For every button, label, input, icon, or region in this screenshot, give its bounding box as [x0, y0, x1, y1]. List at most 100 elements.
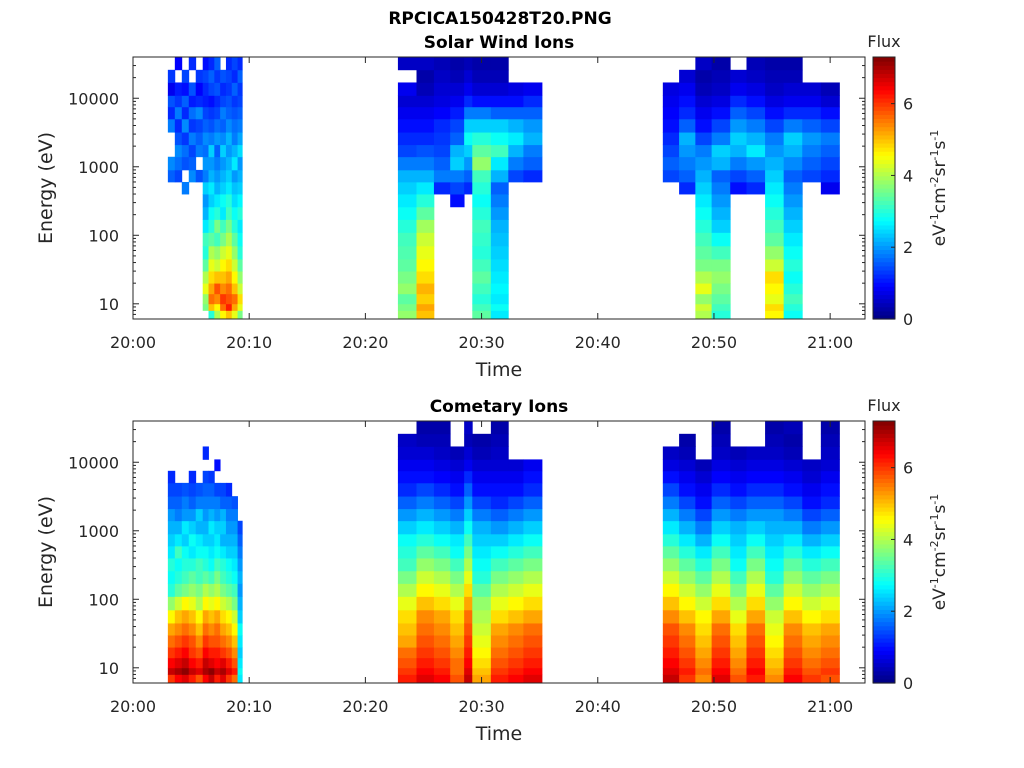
heatmap-cell [231, 232, 238, 247]
heatmap-cell [450, 570, 465, 584]
heatmap-cell [711, 57, 731, 71]
heatmap-cell [167, 69, 176, 83]
heatmap-cell [450, 169, 465, 183]
heatmap-cell [433, 583, 451, 597]
heatmap-cell [679, 95, 696, 108]
colorbar-swatch [873, 302, 895, 308]
heatmap-cell [765, 635, 785, 648]
colorbar-swatch [873, 547, 895, 553]
heatmap-cell [397, 194, 417, 208]
colorbar-swatch [873, 151, 895, 156]
heatmap-cell [695, 303, 713, 311]
heatmap-cell [746, 533, 766, 547]
heatmap-cell [214, 132, 221, 146]
heatmap-cell [472, 647, 492, 659]
colorbar-swatch [873, 224, 895, 230]
heatmap-cell [711, 533, 731, 547]
colorbar-swatch [873, 486, 895, 492]
heatmap-cell [181, 508, 190, 522]
heatmap-cell [231, 609, 238, 624]
heatmap-cell [450, 667, 465, 675]
heatmap-cell [679, 118, 696, 133]
heatmap-cell [208, 232, 215, 247]
x-tick-label: 20:50 [691, 333, 737, 352]
heatmap-cell [746, 470, 766, 484]
colorbar-swatch [873, 568, 895, 574]
heatmap-cell [237, 303, 243, 311]
heatmap-cell [695, 482, 713, 497]
heatmap-cell [746, 657, 766, 669]
heatmap-cell [214, 635, 221, 648]
heatmap-cell [464, 674, 473, 684]
heatmap-cell [225, 271, 233, 284]
heatmap-cell [188, 647, 197, 659]
heatmap-cell [397, 82, 417, 96]
heatmap-cell [490, 459, 509, 472]
heatmap-cell [220, 657, 227, 669]
colorbar-swatch [873, 102, 895, 107]
heatmap-cell [765, 219, 785, 233]
heatmap-cell [208, 271, 215, 284]
y-tick-label: 100 [88, 590, 119, 609]
heatmap-cell [181, 520, 190, 535]
heatmap-cell [783, 674, 803, 684]
colorbar-unit-label: eV-1cm-2sr-1s-1 [928, 494, 950, 611]
heatmap-cell [711, 194, 731, 208]
heatmap-cell [202, 482, 209, 497]
heatmap-cell [662, 482, 680, 497]
heatmap-cell [679, 144, 696, 158]
heatmap-cell [433, 132, 451, 146]
heatmap-cell [416, 57, 435, 71]
heatmap-cell [695, 657, 713, 669]
heatmap-cell [765, 623, 785, 636]
heatmap-cell [765, 446, 785, 460]
heatmap-cell [181, 558, 190, 572]
heatmap-cell [181, 132, 190, 146]
heatmap-cell [214, 194, 221, 208]
heatmap-cell [181, 496, 190, 510]
heatmap-cell [231, 303, 238, 311]
heatmap-cell [711, 82, 731, 96]
heatmap-cell [662, 169, 680, 183]
heatmap-cell [662, 459, 680, 472]
colorbar-swatch [873, 449, 895, 455]
heatmap-cell [765, 271, 785, 284]
heatmap-cell [695, 232, 713, 247]
heatmap-cell [231, 206, 238, 220]
heatmap-cell [397, 144, 417, 158]
heatmap-cell [397, 674, 417, 684]
heatmap-cell [225, 303, 233, 311]
heatmap-cell [220, 533, 227, 547]
heatmap-cell [820, 144, 840, 158]
heatmap-cell [225, 558, 233, 572]
heatmap-cell [523, 635, 543, 648]
heatmap-cell [490, 245, 509, 260]
heatmap-cell [802, 95, 822, 108]
heatmap-cell [188, 508, 197, 522]
heatmap-cell [231, 545, 238, 559]
heatmap-cell [508, 533, 524, 547]
heatmap-cell [730, 667, 747, 675]
heatmap-cell [490, 303, 509, 311]
heatmap-cell [237, 545, 243, 559]
heatmap-cell [174, 545, 183, 559]
heatmap-cell [450, 609, 465, 624]
heatmap-cell [167, 609, 176, 624]
heatmap-cell [450, 132, 465, 146]
heatmap-cell [220, 82, 227, 96]
heatmap-cell [188, 57, 197, 71]
heatmap-cell [508, 657, 524, 669]
heatmap-cell [450, 69, 465, 83]
heatmap-cell [231, 132, 238, 146]
heatmap-cell [802, 496, 822, 510]
heatmap-cell [208, 82, 215, 96]
heatmap-cell [231, 533, 238, 547]
heatmap-cell [174, 82, 183, 96]
heatmap-cell [695, 271, 713, 284]
heatmap-cell [464, 69, 473, 83]
heatmap-cell [433, 657, 451, 669]
heatmap-cell [231, 558, 238, 572]
heatmap-cell [214, 482, 221, 497]
heatmap-cell [231, 194, 238, 208]
heatmap-cell [397, 259, 417, 272]
